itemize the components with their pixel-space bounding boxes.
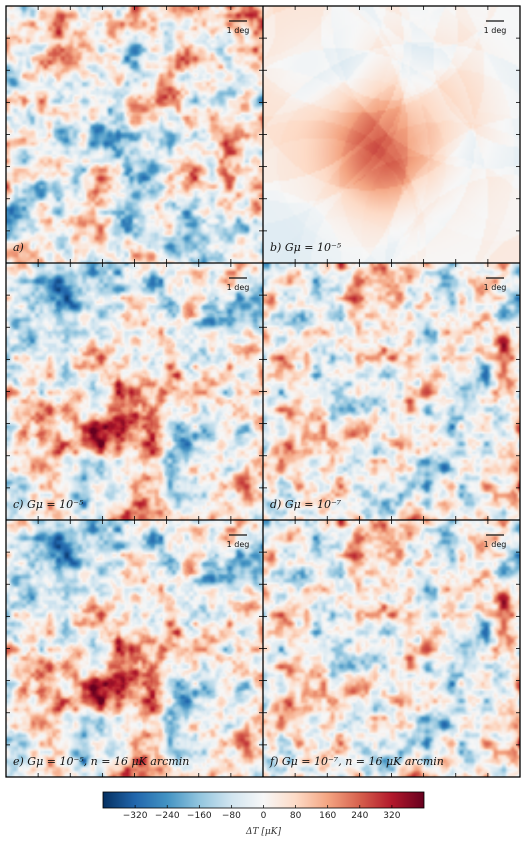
colorbar-ticks: −320 −240 −160 −80 0 80 160 240 320 [123, 805, 401, 821]
scale-bar-label: 1 deg [227, 283, 250, 292]
panel-c-map [6, 263, 263, 520]
colorbar-tick-label: −320 [123, 811, 148, 821]
panel-e-map [6, 520, 263, 777]
panel-b-map [263, 6, 520, 263]
colorbar-tick-label: 0 [261, 811, 267, 821]
panel-c-label: c) Gμ = 10⁻⁵ [13, 498, 84, 511]
colorbar-tick-label: −240 [155, 811, 180, 821]
colorbar: −320 −240 −160 −80 0 80 160 240 320 ΔT [μK] [102, 791, 425, 837]
colorbar-tick-label: 80 [290, 811, 302, 821]
colorbar-tick-label: −80 [222, 811, 241, 821]
panel-f-label: f) Gμ = 10⁻⁷, n = 16 μK arcmin [269, 755, 444, 768]
colorbar-tick-label: −160 [187, 811, 212, 821]
colorbar-tick-label: 240 [351, 811, 368, 821]
colorbar-tick-label: 160 [319, 811, 336, 821]
panel-d-map [263, 263, 520, 520]
panel-f-map [263, 520, 520, 777]
scale-bar-label: 1 deg [227, 540, 250, 549]
panel-a-label: a) [13, 241, 24, 254]
panel-d: 1 deg d) Gμ = 10⁻⁷ [263, 263, 520, 520]
panel-a: 1 deg a) [6, 6, 263, 263]
panel-c: 1 deg c) Gμ = 10⁻⁵ [6, 263, 263, 520]
panel-f: 1 deg f) Gμ = 10⁻⁷, n = 16 μK arcmin [263, 520, 520, 777]
scale-bar-label: 1 deg [484, 540, 507, 549]
panel-d-label: d) Gμ = 10⁻⁷ [270, 498, 342, 511]
scale-bar-label: 1 deg [227, 26, 250, 35]
panel-b: 1 deg b) Gμ = 10⁻⁵ [263, 6, 520, 263]
panel-a-map [6, 6, 263, 263]
colorbar-label: ΔT [μK] [245, 827, 281, 837]
panel-b-label: b) Gμ = 10⁻⁵ [270, 241, 342, 254]
frame-ticks [6, 6, 520, 777]
scale-bar-label: 1 deg [484, 26, 507, 35]
scale-bar-label: 1 deg [484, 283, 507, 292]
panel-e-label: e) Gμ = 10⁻⁵, n = 16 μK arcmin [13, 755, 189, 768]
panel-e: 1 deg e) Gμ = 10⁻⁵, n = 16 μK arcmin [6, 520, 263, 777]
colorbar-tick-label: 320 [383, 811, 400, 821]
